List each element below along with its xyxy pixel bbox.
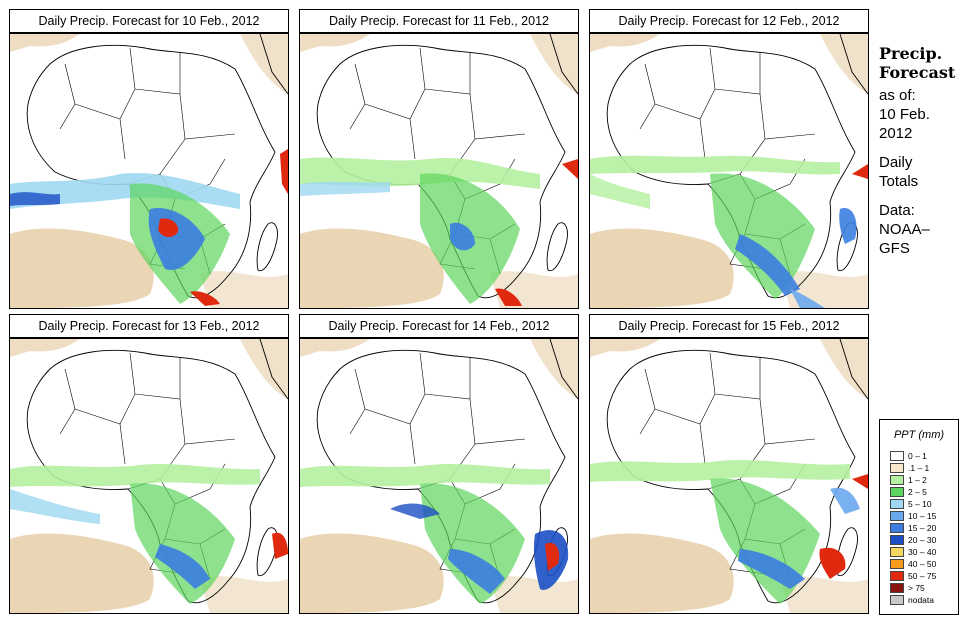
legend-swatch — [890, 595, 904, 605]
legend-title: PPT (mm) — [893, 429, 945, 441]
legend-item: 2 – 5 — [890, 487, 956, 498]
legend-item: 20 – 30 — [890, 535, 956, 546]
legend-label: 20 – 30 — [908, 535, 937, 545]
precip-map — [299, 338, 579, 614]
panel-title: Daily Precip. Forecast for 12 Feb., 2012 — [589, 9, 869, 33]
date-line-2: 2012 — [879, 125, 913, 142]
panel-title: Daily Precip. Forecast for 11 Feb., 2012 — [299, 9, 579, 33]
panel-title: Daily Precip. Forecast for 10 Feb., 2012 — [9, 9, 289, 33]
legend-label: 5 – 10 — [908, 499, 932, 509]
legend-swatch — [890, 475, 904, 485]
legend-label: nodata — [908, 595, 934, 605]
legend-item: 30 – 40 — [890, 547, 956, 558]
heading-line-2: Forecast — [879, 63, 956, 82]
legend-item: 1 – 2 — [890, 475, 956, 486]
legend-swatch — [890, 451, 904, 461]
legend-label: .1 – 1 — [908, 463, 930, 473]
legend-label: 0 – 1 — [908, 451, 927, 461]
legend-item: 40 – 50 — [890, 559, 956, 570]
legend-label: 1 – 2 — [908, 475, 927, 485]
legend-item: 15 – 20 — [890, 523, 956, 534]
precip-map — [589, 33, 869, 309]
forecast-info: Precip. Forecast as of: 10 Feb. 2012 Dai… — [879, 44, 963, 258]
data-label: Data: — [879, 202, 915, 219]
ppt-legend: PPT (mm) 0 – 1 .1 – 1 1 – 2 2 – 5 5 – 10 10 –… — [879, 419, 959, 615]
forecast-panel-1: Daily Precip. Forecast for 10 Feb., 2012 — [9, 9, 289, 309]
legend-item: 5 – 10 — [890, 499, 956, 510]
legend-item: .1 – 1 — [890, 463, 956, 474]
date-line-1: 10 Feb. — [879, 106, 930, 123]
forecast-panel-5: Daily Precip. Forecast for 14 Feb., 2012 — [299, 314, 579, 614]
legend-swatch — [890, 535, 904, 545]
panel-title: Daily Precip. Forecast for 15 Feb., 2012 — [589, 314, 869, 338]
legend-label: 40 – 50 — [908, 559, 937, 569]
panel-title: Daily Precip. Forecast for 13 Feb., 2012 — [9, 314, 289, 338]
legend-swatch — [890, 559, 904, 569]
legend-swatch — [890, 511, 904, 521]
legend-label: 50 – 75 — [908, 571, 937, 581]
source-line-1: NOAA– — [879, 221, 930, 238]
precip-map — [9, 338, 289, 614]
legend-label: 10 – 15 — [908, 511, 937, 521]
legend-item: > 75 — [890, 583, 956, 594]
legend-swatch — [890, 499, 904, 509]
precip-map — [9, 33, 289, 309]
forecast-panel-3: Daily Precip. Forecast for 12 Feb., 2012 — [589, 9, 869, 309]
legend-item: 10 – 15 — [890, 511, 956, 522]
totals-line-1: Daily — [879, 154, 913, 171]
legend-item: nodata — [890, 595, 956, 606]
legend-label: > 75 — [908, 583, 925, 593]
legend-swatch — [890, 487, 904, 497]
legend-swatch — [890, 463, 904, 473]
precip-map — [299, 33, 579, 309]
legend-label: 15 – 20 — [908, 523, 937, 533]
forecast-panel-6: Daily Precip. Forecast for 15 Feb., 2012 — [589, 314, 869, 614]
legend-swatch — [890, 583, 904, 593]
heading-line-1: Precip. — [879, 44, 943, 63]
forecast-panel-4: Daily Precip. Forecast for 13 Feb., 2012 — [9, 314, 289, 614]
precip-map — [589, 338, 869, 614]
legend-swatch — [890, 571, 904, 581]
panel-title: Daily Precip. Forecast for 14 Feb., 2012 — [299, 314, 579, 338]
forecast-panel-2: Daily Precip. Forecast for 11 Feb., 2012 — [299, 9, 579, 309]
legend-swatch — [890, 523, 904, 533]
legend-swatch — [890, 547, 904, 557]
as-of-label: as of: — [879, 87, 916, 104]
legend-label: 2 – 5 — [908, 487, 927, 497]
totals-line-2: Totals — [879, 173, 919, 190]
legend-item: 50 – 75 — [890, 571, 956, 582]
legend-label: 30 – 40 — [908, 547, 937, 557]
source-line-2: GFS — [879, 240, 910, 257]
legend-item: 0 – 1 — [890, 451, 956, 462]
